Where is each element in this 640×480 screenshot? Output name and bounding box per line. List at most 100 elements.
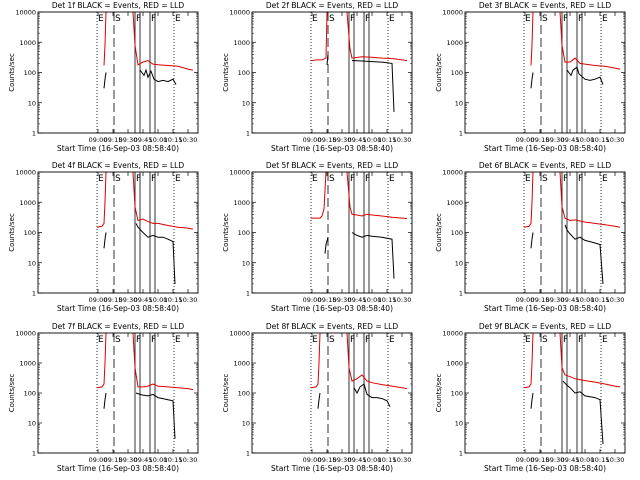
y-tick-label: 1000	[233, 39, 250, 47]
y-tick-label: 10000	[15, 330, 36, 338]
marker-label: F	[563, 174, 568, 184]
x-tick-label: 09:45	[134, 456, 153, 464]
y-tick-label: 10	[242, 99, 250, 107]
series-lld	[103, 12, 194, 71]
series-line-events	[530, 72, 534, 89]
marker-label: S	[115, 174, 121, 184]
series-events	[103, 68, 177, 89]
x-tick-label: 10:00	[363, 296, 382, 304]
x-tick-label: 09:15	[104, 136, 123, 144]
x-tick-label: 09:45	[348, 136, 367, 144]
series-line-lld	[523, 172, 534, 228]
chart-panel: Det 3f BLACK = Events, RED = LLD 1 10 100 10…	[435, 1, 626, 153]
y-tick-label: 10	[455, 99, 463, 107]
y-tick-label: 100	[238, 390, 250, 398]
y-tick-label: 1	[459, 290, 463, 298]
x-axis-label: Start Time (16-Sep-03 08:58:40)	[271, 304, 393, 313]
x-tick-label: 10:15	[378, 296, 397, 304]
marker-label: F	[578, 335, 583, 345]
x-axis-label: Start Time (16-Sep-03 08:58:40)	[57, 304, 179, 313]
chart-panel: Det 6f BLACK = Events, RED = LLD 1 10 100 10…	[435, 161, 626, 313]
x-tick-label: 09:00	[89, 136, 108, 144]
marker-label: S	[542, 174, 548, 184]
y-tick-label: 10	[28, 99, 36, 107]
series-line-events	[135, 223, 176, 284]
chart-title: Det 6f BLACK = Events, RED = LLD	[479, 161, 612, 170]
y-tick-label: 1	[459, 130, 463, 138]
y-tick-label: 10000	[442, 169, 463, 177]
x-tick-label: 10:30	[393, 136, 412, 144]
x-tick-label: 10:15	[164, 456, 183, 464]
chart-panel: Det 5f BLACK = Events, RED = LLD 1 10 100 10…	[222, 161, 413, 313]
x-axis-label: Start Time (16-Sep-03 08:58:40)	[484, 464, 606, 473]
y-tick-label: 100	[24, 229, 36, 237]
series-lld	[523, 172, 621, 228]
series-line-events	[562, 380, 604, 445]
x-tick-label: 09:30	[119, 296, 138, 304]
plot-frame	[37, 11, 199, 134]
marker-label: F	[578, 174, 583, 184]
marker-label: F	[350, 174, 355, 184]
plot-frame	[37, 332, 199, 454]
x-tick-label: 09:45	[134, 136, 153, 144]
series-line-events	[566, 66, 604, 85]
x-tick-label: 10:00	[363, 456, 382, 464]
marker-label: S	[329, 335, 335, 345]
x-tick-label: 10:15	[164, 296, 183, 304]
series-lld	[523, 333, 621, 389]
x-tick-label: 09:30	[333, 136, 352, 144]
series-events	[530, 380, 604, 445]
series-line-events	[103, 72, 107, 89]
marker-label: E	[389, 14, 395, 24]
series-lld	[311, 172, 408, 219]
y-tick-label: 10000	[229, 169, 250, 177]
series-events	[317, 383, 391, 409]
y-tick-label: 100	[238, 229, 250, 237]
chart-title: Det 7f BLACK = Events, RED = LLD	[52, 322, 185, 331]
y-tick-label: 1	[32, 130, 36, 138]
series-lld	[310, 12, 408, 61]
x-axis-label: Start Time (16-Sep-03 08:58:40)	[484, 304, 606, 313]
marker-label: E	[98, 14, 104, 24]
x-tick-label: 09:30	[546, 136, 565, 144]
series-events	[103, 223, 176, 284]
x-tick-label: 09:45	[348, 296, 367, 304]
x-tick-label: 09:15	[318, 456, 337, 464]
x-tick-label: 10:15	[591, 456, 610, 464]
x-tick-label: 09:00	[303, 456, 322, 464]
marker-label: S	[542, 335, 548, 345]
y-tick-label: 100	[238, 69, 250, 77]
marker-label: E	[175, 174, 181, 184]
chart-title: Det 9f BLACK = Events, RED = LLD	[479, 322, 612, 331]
series-line-events	[530, 392, 534, 409]
marker-label: F	[136, 335, 141, 345]
x-tick-label: 10:00	[363, 136, 382, 144]
x-tick-label: 10:00	[576, 136, 595, 144]
x-tick-label: 09:00	[89, 296, 108, 304]
x-tick-label: 09:30	[333, 296, 352, 304]
series-line-events	[564, 224, 604, 284]
x-tick-label: 09:45	[134, 296, 153, 304]
x-tick-label: 10:30	[606, 456, 625, 464]
x-tick-label: 10:00	[149, 456, 168, 464]
marker-label: S	[115, 335, 121, 345]
x-tick-label: 09:30	[546, 456, 565, 464]
y-tick-label: 10	[455, 259, 463, 267]
chart-panel: Det 9f BLACK = Events, RED = LLD 1 10 100 10…	[435, 322, 626, 473]
series-line-events	[139, 68, 177, 85]
series-line-lld	[132, 12, 194, 71]
y-axis-label: Counts/sec	[435, 53, 443, 92]
series-line-lld	[559, 172, 621, 228]
y-tick-label: 100	[24, 390, 36, 398]
x-tick-label: 09:00	[303, 296, 322, 304]
y-tick-label: 1000	[233, 360, 250, 368]
x-tick-label: 10:15	[164, 136, 183, 144]
x-axis-label: Start Time (16-Sep-03 08:58:40)	[57, 464, 179, 473]
series-events	[324, 232, 395, 279]
series-line-lld	[311, 172, 327, 219]
chart-panel: Det 7f BLACK = Events, RED = LLD 1 10 100 10…	[8, 322, 199, 473]
x-tick-label: 09:15	[531, 136, 550, 144]
y-tick-label: 10000	[229, 9, 250, 17]
x-tick-label: 09:45	[561, 296, 580, 304]
